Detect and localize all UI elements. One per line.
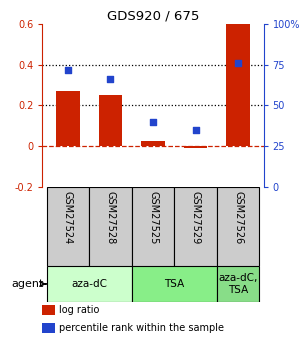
Text: aza-dC,
TSA: aza-dC, TSA bbox=[218, 273, 258, 295]
Text: agent: agent bbox=[11, 279, 43, 289]
Text: GSM27528: GSM27528 bbox=[105, 190, 115, 244]
Bar bbox=[141, 141, 165, 146]
Text: GSM27529: GSM27529 bbox=[191, 190, 201, 244]
Bar bbox=[56, 91, 80, 146]
Bar bbox=[47, 187, 89, 266]
Bar bbox=[184, 146, 207, 148]
Bar bbox=[217, 266, 259, 302]
Bar bbox=[89, 187, 132, 266]
Text: log ratio: log ratio bbox=[59, 305, 99, 315]
Bar bbox=[132, 187, 174, 266]
Text: percentile rank within the sample: percentile rank within the sample bbox=[59, 323, 224, 333]
Point bbox=[151, 119, 155, 124]
Point bbox=[108, 77, 113, 82]
Bar bbox=[174, 187, 217, 266]
Point bbox=[236, 60, 241, 66]
Text: GSM27524: GSM27524 bbox=[63, 190, 73, 244]
Bar bbox=[42, 323, 55, 333]
Bar bbox=[47, 266, 132, 302]
Text: aza-dC: aza-dC bbox=[71, 279, 107, 289]
Text: GSM27525: GSM27525 bbox=[148, 190, 158, 244]
Bar bbox=[42, 305, 55, 315]
Bar bbox=[99, 95, 122, 146]
Bar bbox=[226, 23, 250, 146]
Text: TSA: TSA bbox=[164, 279, 185, 289]
Point bbox=[65, 67, 70, 72]
Bar bbox=[132, 266, 217, 302]
Text: GSM27526: GSM27526 bbox=[233, 190, 243, 244]
Title: GDS920 / 675: GDS920 / 675 bbox=[107, 10, 199, 23]
Bar bbox=[217, 187, 259, 266]
Point bbox=[193, 127, 198, 132]
